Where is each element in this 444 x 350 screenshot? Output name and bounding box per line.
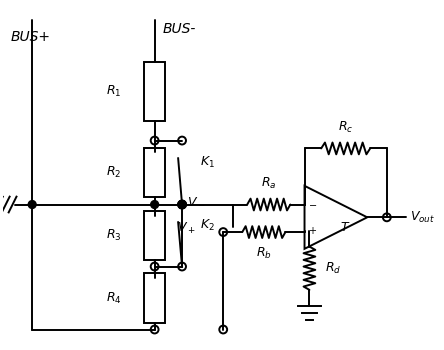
Bar — [144, 273, 166, 323]
Text: $V_+$: $V_+$ — [177, 220, 196, 236]
Text: $R_d$: $R_d$ — [325, 261, 341, 276]
Text: $+$: $+$ — [308, 225, 317, 236]
Circle shape — [28, 201, 36, 209]
Text: $R_2$: $R_2$ — [106, 165, 121, 180]
Text: $V_-$: $V_-$ — [187, 194, 206, 207]
Text: BUS-: BUS- — [163, 22, 196, 36]
Text: $-$: $-$ — [308, 199, 317, 209]
Text: $V_{out}$: $V_{out}$ — [410, 210, 436, 225]
Circle shape — [178, 201, 186, 209]
Text: $R_b$: $R_b$ — [256, 246, 272, 261]
Text: $R_a$: $R_a$ — [261, 176, 277, 191]
Text: $R_3$: $R_3$ — [106, 228, 121, 243]
Text: $R_c$: $R_c$ — [338, 120, 353, 135]
Text: $R_4$: $R_4$ — [106, 290, 121, 306]
Text: BUS+: BUS+ — [11, 30, 51, 44]
Text: $R_1$: $R_1$ — [106, 84, 121, 99]
Bar — [144, 62, 166, 121]
Text: $K_2$: $K_2$ — [200, 218, 214, 233]
Bar — [144, 211, 166, 260]
Bar — [144, 148, 166, 197]
Circle shape — [178, 201, 186, 209]
Text: $T$: $T$ — [341, 220, 351, 234]
Text: $K_1$: $K_1$ — [200, 155, 214, 170]
Circle shape — [151, 201, 159, 209]
